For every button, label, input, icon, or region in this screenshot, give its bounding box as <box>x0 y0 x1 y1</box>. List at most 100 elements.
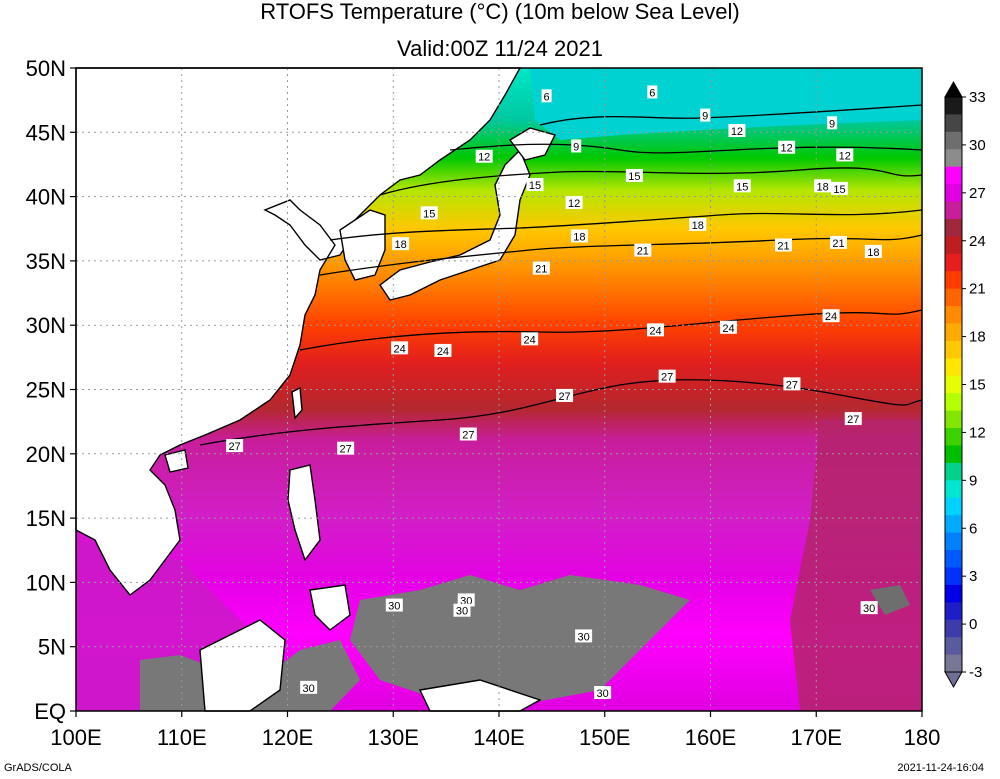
contour-label-bg <box>831 181 849 195</box>
contour-label: 12 <box>728 124 746 138</box>
contour-label-bg <box>521 332 539 346</box>
contour-label-text: 24 <box>524 334 536 346</box>
contour-label: 18 <box>392 237 410 251</box>
y-tick-label: 15N <box>26 506 66 531</box>
colorbar-segment <box>945 236 962 255</box>
x-tick-label: 140E <box>473 725 524 750</box>
colorbar-segment <box>945 602 962 621</box>
colorbar-top-arrow <box>944 80 963 98</box>
x-tick-label: 150E <box>579 725 630 750</box>
colorbar-segment <box>945 619 962 638</box>
colorbar-segment <box>945 201 962 220</box>
korea-peninsula <box>339 209 386 281</box>
contour-label-bg <box>475 149 493 163</box>
x-tick-label: 130E <box>368 725 419 750</box>
contour-label: 27 <box>783 377 801 391</box>
taiwan <box>291 386 303 420</box>
contour-label-bg <box>728 124 746 138</box>
contour-label-bg <box>836 148 854 162</box>
contour-label-bg <box>575 629 593 643</box>
contour-label-bg <box>658 369 676 383</box>
colorbar-label: 9 <box>969 472 977 489</box>
isotherm-24 <box>299 309 923 351</box>
colorbar-label: 21 <box>969 281 986 298</box>
japan-islands <box>379 148 531 301</box>
contour-label-text: 24 <box>437 346 449 358</box>
colorbar-segment <box>945 375 962 394</box>
contour-label: 30 <box>453 603 471 618</box>
contour-label: 27 <box>658 369 676 384</box>
contour-label: 18 <box>570 229 588 243</box>
colorbar-label: 15 <box>969 377 986 394</box>
contour-label-text: 15 <box>736 181 748 193</box>
contour-label-text: 30 <box>456 606 468 618</box>
contour-label-text: 21 <box>637 246 649 258</box>
credit-grads: GrADS/COLA <box>4 762 72 774</box>
contour-label: 18 <box>814 179 832 193</box>
contour-label: 9 <box>571 139 582 153</box>
contour-label: 15 <box>733 179 751 193</box>
colorbar-label: -3 <box>969 664 982 681</box>
contour-label: 15 <box>831 181 849 196</box>
x-tick-label: 180 <box>904 725 941 750</box>
isotherm-9 <box>539 104 923 126</box>
land-masses <box>75 67 557 712</box>
contour-label: 27 <box>226 439 244 453</box>
okhotsk-cold-region <box>530 68 922 140</box>
contour-label-text: 6 <box>544 91 550 103</box>
y-tick-label: 50N <box>26 56 66 81</box>
y-tick-label: 40N <box>26 185 66 210</box>
timestamp: 2021-11-24-16:04 <box>897 762 984 774</box>
new-guinea <box>418 679 542 712</box>
contour-label: 30 <box>300 680 318 695</box>
contour-label-text: 18 <box>867 247 879 259</box>
colorbar-label: 6 <box>969 520 977 537</box>
contour-label-text: 27 <box>340 444 352 456</box>
contour-label: 12 <box>836 148 854 162</box>
colorbar-segment <box>945 306 962 325</box>
contour-label-bg <box>647 85 658 99</box>
contour-label-bg <box>774 238 792 252</box>
contour-label: 24 <box>822 309 840 323</box>
contour-label: 18 <box>689 217 707 232</box>
contour-label: 15 <box>625 169 643 183</box>
contour-label-text: 12 <box>731 126 743 138</box>
contour-label-text: 15 <box>529 180 541 192</box>
colorbar-segment <box>945 253 962 272</box>
colorbar-segment <box>945 515 962 534</box>
contour-label-bg <box>844 412 862 426</box>
colorbar-label: 27 <box>969 185 986 202</box>
colorbar-label: 18 <box>969 329 986 346</box>
contour-label: 27 <box>337 441 355 456</box>
x-tick-label: 170E <box>791 725 842 750</box>
contour-label: 30 <box>860 601 878 615</box>
y-tick-label: 45N <box>26 120 66 145</box>
contour-label-text: 24 <box>825 311 837 323</box>
isotherm-15 <box>379 167 923 196</box>
colorbar-segment <box>945 271 962 290</box>
contour-label-text: 21 <box>535 264 547 276</box>
colorbar-segment <box>945 131 962 150</box>
contour-label: 12 <box>778 140 796 155</box>
contour-label-text: 27 <box>847 414 859 426</box>
colorbar-label: 12 <box>969 424 986 441</box>
contour-label-text: 27 <box>558 391 570 403</box>
contour-label-bg <box>459 427 477 441</box>
contour-label: 27 <box>844 412 862 426</box>
contour-label: 18 <box>864 244 882 259</box>
contour-label-bg <box>457 593 475 607</box>
x-tick-label: 160E <box>685 725 736 750</box>
contour-label-text: 30 <box>863 603 875 615</box>
colorbar-segment <box>945 480 962 499</box>
colorbar-bottom-arrow <box>944 671 963 689</box>
isotherm-21 <box>319 234 923 276</box>
contour-label-bg <box>634 243 652 257</box>
contour-label-bg <box>625 169 643 183</box>
colorbar-segment <box>945 428 962 446</box>
contour-label: 6 <box>541 89 552 103</box>
colorbar-segment <box>945 462 962 481</box>
colorbar-segment <box>945 218 962 237</box>
contour-label-bg <box>532 261 550 275</box>
contour-label-text: 15 <box>628 171 640 183</box>
